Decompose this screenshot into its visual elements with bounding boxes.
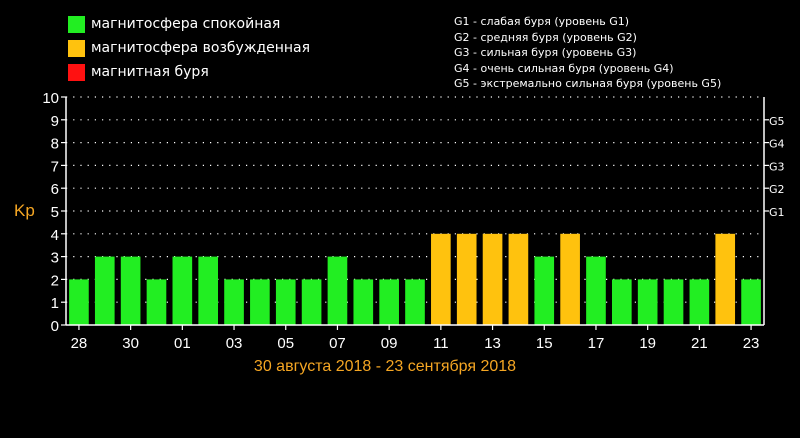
storm-level-g1: G1 - слабая буря (уровень G1) <box>454 15 630 28</box>
bar-15 <box>534 256 555 325</box>
x-tick-label-13: 13 <box>484 335 501 352</box>
storm-level-g2: G2 - средняя буря (уровень G2) <box>454 30 637 44</box>
bar-18 <box>611 279 632 325</box>
legend-label-excited: магнитосфера возбужденная <box>91 40 311 56</box>
chart-grid <box>66 96 764 303</box>
y-tick-label-1: 1 <box>51 295 59 312</box>
legend-label-quiet: магнитосфера спокойная <box>91 16 281 32</box>
chart-bars <box>69 233 761 325</box>
bar-02 <box>198 256 219 325</box>
date-range-text: 30 августа 2018 - 23 сентября 2018 <box>253 358 517 375</box>
x-tick-label-15: 15 <box>536 335 553 352</box>
y-tick-label-10: 10 <box>42 90 59 107</box>
g-tick-label-G4: G4 <box>769 138 785 151</box>
x-tick-label-01: 01 <box>174 335 191 352</box>
bar-07 <box>327 256 348 325</box>
storm-level-legend: G1 - слабая буря (уровень G1) G2 - средн… <box>454 14 721 92</box>
bar-29 <box>94 256 115 325</box>
y-tick-label-6: 6 <box>51 181 59 198</box>
legend-item-storm: магнитная буря <box>68 60 310 84</box>
bar-09 <box>379 279 399 325</box>
bar-21 <box>689 279 710 325</box>
legend-label-storm: магнитная буря <box>91 64 209 80</box>
bar-30 <box>120 256 141 325</box>
legend-item-excited: магнитосфера возбужденная <box>68 36 310 60</box>
bar-19 <box>637 279 658 325</box>
y-tick-label-5: 5 <box>51 204 59 221</box>
bar-01 <box>172 256 193 325</box>
bar-05 <box>275 279 296 325</box>
y-tick-label-4: 4 <box>51 227 59 244</box>
bar-16 <box>560 233 580 325</box>
y-tick-label-3: 3 <box>51 250 59 267</box>
x-tick-label-21: 21 <box>691 335 708 352</box>
bar-28 <box>69 279 89 325</box>
y-tick-label-7: 7 <box>51 158 59 175</box>
storm-level-g3: G3 - сильная буря (уровень G3) <box>454 46 637 59</box>
bar-23 <box>741 279 761 325</box>
bar-11 <box>431 233 451 325</box>
bar-10 <box>405 279 425 325</box>
x-tick-label-28: 28 <box>71 335 88 352</box>
status-legend: магнитосфера спокойная магнитосфера возб… <box>68 12 310 84</box>
bar-03 <box>224 279 244 325</box>
bar-06 <box>301 279 322 325</box>
legend-swatch-quiet <box>68 15 85 33</box>
bar-04 <box>250 279 270 325</box>
bar-22 <box>715 233 736 325</box>
g-tick-label-G5: G5 <box>769 115 785 128</box>
bar-08 <box>353 279 374 325</box>
y-tick-label-2: 2 <box>51 272 59 289</box>
date-range: 30 августа 2018 - 23 сентября 2018 <box>0 358 800 376</box>
bar-17 <box>586 256 606 325</box>
storm-level-g4: G4 - очень сильная буря (уровень G4) <box>454 61 674 75</box>
x-tick-label-23: 23 <box>743 335 760 352</box>
x-tick-label-07: 07 <box>329 335 346 352</box>
storm-level-g5: G5 - экстремально сильная буря (уровень … <box>454 77 722 90</box>
y-axis-label: Kp <box>14 201 35 220</box>
x-tick-label-03: 03 <box>226 335 243 352</box>
y-tick-label-9: 9 <box>51 113 59 130</box>
legend-swatch-excited <box>68 39 85 57</box>
x-tick-label-11: 11 <box>433 335 449 352</box>
x-tick-label-05: 05 <box>277 335 294 352</box>
g-tick-label-G3: G3 <box>769 160 785 173</box>
g-tick-label-G1: G1 <box>769 206 785 219</box>
x-tick-label-30: 30 <box>122 335 139 352</box>
bar-12 <box>456 233 477 325</box>
y-tick-label-8: 8 <box>51 136 59 153</box>
legend-item-quiet: магнитосфера спокойная <box>68 12 310 36</box>
bar-20 <box>663 279 684 325</box>
y-tick-label-0: 0 <box>51 318 59 335</box>
x-tick-label-19: 19 <box>639 335 656 352</box>
bar-14 <box>508 233 529 325</box>
bar-31 <box>146 279 167 325</box>
legend-swatch-storm <box>68 63 85 81</box>
x-tick-label-17: 17 <box>588 335 605 352</box>
bar-13 <box>482 233 503 325</box>
g-tick-label-G2: G2 <box>769 183 785 196</box>
x-tick-label-09: 09 <box>381 335 398 352</box>
